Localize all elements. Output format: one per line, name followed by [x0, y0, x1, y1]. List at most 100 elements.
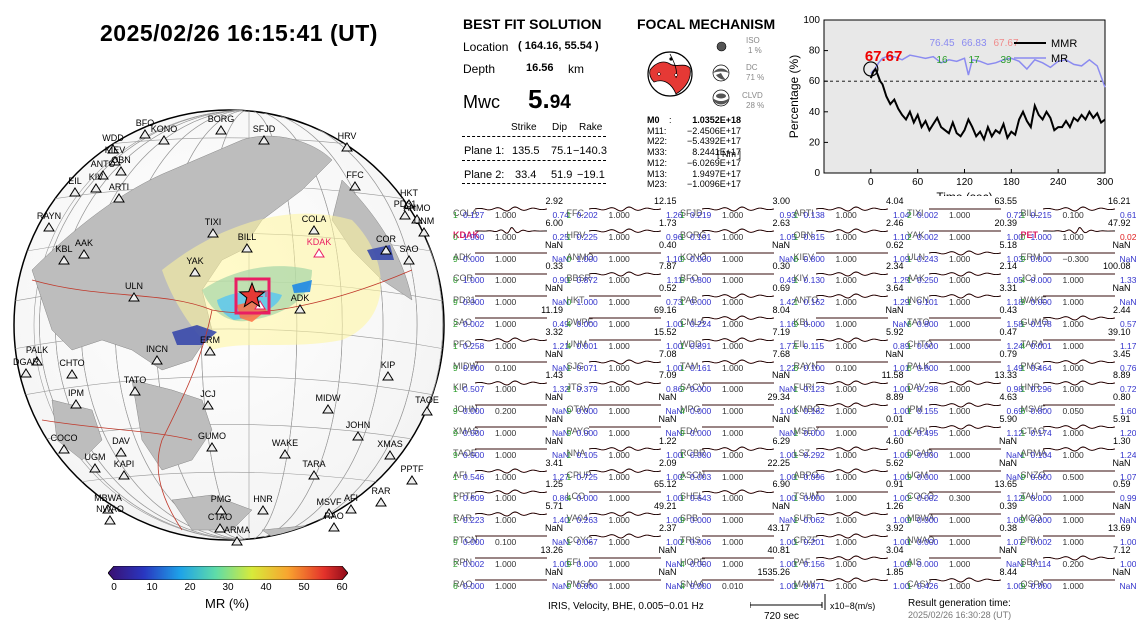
station-cell[interactable]: TAOE NaN 9 0.000 1.000 NaN — [453, 436, 569, 460]
station-cell[interactable]: RAYN NaN 6 0.100 0.100 1.01 — [794, 349, 910, 373]
station-cell[interactable]: RAO NaN 6 0.000 1.000 NaN — [453, 567, 569, 591]
station-cell[interactable]: UNM 15.52 4 0.001 1.000 1.00 — [567, 327, 683, 351]
station-cell[interactable]: PAF 3.04 1 0.156 1.000 1.00 — [794, 545, 910, 569]
station-cell[interactable]: MPG 29.34 4 0.000 1.000 1.00 — [680, 392, 796, 416]
station-cell[interactable]: WDD 7.19 1 0.891 1.000 1.77 — [680, 327, 796, 351]
station-cell[interactable]: ASCN 22.25 2 0.003 1.000 1.00 — [680, 458, 796, 482]
station-cell[interactable]: JOHN NaN 9 0.000 0.200 NaN — [453, 392, 569, 416]
station-cell[interactable]: TAM 7.68 1 0.161 1.000 1.22 — [680, 349, 796, 373]
station-cell[interactable]: ANMO 0.40 0 1.000 1.000 1.10 — [567, 240, 683, 264]
station-cell[interactable]: CRZF 3.92 1 0.201 1.000 1.00 — [794, 523, 910, 547]
station-cell[interactable]: MBWA 0.39 9 0.000 1.000 1.06 — [907, 501, 1023, 525]
station-cell[interactable]: ADK NaN 9 0.000 1.000 NaN — [453, 240, 569, 264]
station-cell[interactable]: PFO 3.32 1 0.258 1.000 1.21 — [453, 327, 569, 351]
station-cell[interactable]: VA04 49.21 1 0.263 1.000 1.00 — [567, 501, 683, 525]
station-cell[interactable]: PAB 0.69 1 0.000 1.000 1.42 — [680, 283, 796, 307]
station-cell[interactable]: SFJD 3.00 1 0.219 1.000 0.93 — [680, 196, 796, 220]
station-cell[interactable]: BBSR 7.87 1 0.872 1.000 1.11 — [567, 261, 683, 285]
station-cell[interactable]: DAV 13.33 1 0.298 1.000 0.98 — [907, 370, 1023, 394]
station-cell[interactable]: RAR 5.71 1 0.223 1.000 1.40 — [453, 501, 569, 525]
station-cell[interactable]: GUMO 2.44 1 0.178 1.000 0.57 — [1021, 305, 1136, 329]
station-cell[interactable]: PAYG NaN 9 0.000 1.000 NaN — [567, 414, 683, 438]
station-cell[interactable]: PET 47.92 0 1.000 1.000 0.02 — [1021, 218, 1136, 242]
station-cell[interactable]: LSZ 4.60 1 0.292 1.000 1.00 — [794, 436, 910, 460]
station-cell[interactable]: DGAR NaN 9 0.000 1.000 NaN — [907, 436, 1023, 460]
station-cell[interactable]: TAU 0.59 9 0.000 1.000 0.99 — [1021, 479, 1136, 503]
station-cell[interactable]: ARTI 4.04 1 0.138 1.000 1.04 — [794, 196, 910, 220]
station-cell[interactable]: EIL 5.92 1 0.115 1.000 0.89 — [794, 327, 910, 351]
station-cell[interactable]: KBL NaN 9 0.000 1.000 NaN — [794, 305, 910, 329]
station-cell[interactable]: JCJ 100.08 4 0.000 1.000 1.33 — [1021, 261, 1136, 285]
station-cell[interactable]: DWPF 69.16 4 0.000 1.000 1.00 — [567, 305, 683, 329]
station-cell[interactable]: FURI 11.58 1 0.123 1.000 1.00 — [794, 370, 910, 394]
station-cell[interactable]: BILL 16.21 1 0.215 0.100 0.61 — [1021, 196, 1136, 220]
station-cell[interactable]: COCO 13.65 2 0.002 0.300 1.12 — [907, 479, 1023, 503]
station-cell[interactable]: BFO 0.30 6 0.800 1.000 0.49 — [680, 261, 796, 285]
station-cell[interactable]: CTAO 5.91 1 0.174 1.000 1.20 — [1021, 414, 1136, 438]
station-cell[interactable]: SHEL 6.90 1 0.643 1.000 1.00 — [680, 479, 796, 503]
station-cell[interactable]: NNA 1.22 1 0.105 1.000 1.00 — [567, 436, 683, 460]
station-cell[interactable]: KAPI 5.90 1 0.495 1.000 1.12 — [907, 414, 1023, 438]
station-cell[interactable]: COR 0.33 0 1.000 1.000 0.90 — [453, 261, 569, 285]
station-cell[interactable]: AIS NaN 9 0.000 1.000 NaN — [907, 545, 1023, 569]
station-cell[interactable]: INCN 3.31 1 0.101 1.000 1.18 — [907, 283, 1023, 307]
station-cell[interactable]: YAK 20.39 2 0.002 1.000 1.00 — [907, 218, 1023, 242]
station-cell[interactable]: COYC 2.37 1 0.067 1.000 1.00 — [567, 523, 683, 547]
station-cell[interactable]: TATO 0.43 6 0.800 1.000 1.58 — [907, 305, 1023, 329]
station-cell[interactable]: PD31 NaN 9 0.000 1.000 NaN — [453, 283, 569, 307]
station-cell[interactable]: UGM NaN 9 0.000 1.000 NaN — [907, 458, 1023, 482]
station-cell[interactable]: JTS 7.09 1 0.379 1.000 0.86 — [567, 370, 683, 394]
station-cell[interactable]: CHTO 0.47 1 0.000 1.000 1.24 — [907, 327, 1023, 351]
station-cell[interactable]: MCQ NaN 9 0.000 1.000 NaN — [1021, 501, 1136, 525]
station-cell[interactable]: FFC 12.15 1 0.202 1.000 1.26 — [567, 196, 683, 220]
station-cell[interactable]: AFI 3.41 1 0.546 1.000 1.27 — [453, 458, 569, 482]
station-cell[interactable]: PMG 3.45 1 0.464 1.000 0.76 — [1021, 349, 1136, 373]
station-cell[interactable]: RPN 13.26 2 0.002 1.000 1.00 — [453, 545, 569, 569]
station-cell[interactable]: MIDW NaN 9 0.000 0.100 NaN — [453, 349, 569, 373]
station-cell[interactable]: CASY 8.44 1 0.426 1.000 1.00 — [907, 567, 1023, 591]
station-cell[interactable]: TSUM 0.91 1 0.000 1.000 1.00 — [794, 479, 910, 503]
station-cell[interactable]: ABPO 5.62 1 0.096 1.000 1.00 — [794, 458, 910, 482]
station-cell[interactable]: SNZO NaN 9 0.000 0.500 1.07 — [1021, 458, 1136, 482]
station-cell[interactable]: KIEV 0.62 6 0.800 1.000 1.09 — [794, 240, 910, 264]
station-cell[interactable]: ULN 5.18 1 0.243 1.000 1.03 — [907, 240, 1023, 264]
station-cell[interactable]: KMBO 8.89 1 0.162 1.000 1.00 — [794, 392, 910, 416]
station-cell[interactable]: HRV 1.73 1 0.225 1.000 0.96 — [567, 218, 683, 242]
station-cell[interactable]: PPTF 1.25 1 0.609 1.000 0.86 — [453, 479, 569, 503]
station-cell[interactable]: ANTO 3.64 1 0.162 1.000 1.29 — [794, 283, 910, 307]
station-cell[interactable]: DRV 13.69 2 0.002 1.000 1.00 — [1021, 523, 1136, 547]
station-cell[interactable]: SUR 1.26 1 0.062 1.000 1.00 — [794, 501, 910, 525]
station-cell[interactable]: AAK 2.14 1 0.250 1.000 1.05 — [907, 261, 1023, 285]
station-cell[interactable]: MAW 1.85 1 0.071 1.000 1.00 — [794, 567, 910, 591]
station-cell[interactable]: ARMA 1.30 1 0.104 1.000 1.24 — [1021, 436, 1136, 460]
station-cell[interactable]: KDAK 6.00 0 1.000 1.000 0.25 — [453, 218, 569, 242]
station-cell[interactable]: CPUP 2.09 1 0.725 1.000 1.00 — [567, 458, 683, 482]
station-cell[interactable]: SAO 11.19 2 0.002 1.000 0.49 — [453, 305, 569, 329]
station-cell[interactable]: NWAO 0.38 1 0.000 1.000 1.07 — [907, 523, 1023, 547]
station-cell[interactable]: HOPE 40.81 4 0.000 1.000 1.00 — [680, 545, 796, 569]
station-cell[interactable]: QSPA NaN 9 0.000 1.000 NaN — [1021, 567, 1136, 591]
station-cell[interactable]: IPM 4.63 1 0.155 1.000 0.69 — [907, 392, 1023, 416]
station-cell[interactable]: MSVF 0.80 6 0.800 0.050 1.60 — [1021, 392, 1136, 416]
station-cell[interactable]: PALK 0.79 6 0.800 1.000 1.49 — [907, 349, 1023, 373]
station-cell[interactable]: HNR 8.89 1 0.296 1.000 0.72 — [1021, 370, 1136, 394]
station-cell[interactable]: CMLA 8.04 1 0.224 1.000 1.16 — [680, 305, 796, 329]
station-cell[interactable]: BORG 2.63 1 0.101 1.000 1.05 — [680, 218, 796, 242]
station-cell[interactable]: TRIS 43.17 2 0.006 1.000 1.00 — [680, 523, 796, 547]
station-cell[interactable]: SPB NaN 9 0.000 1.000 NaN — [680, 501, 796, 525]
station-cell[interactable]: PTCN NaN 9 0.000 0.100 NaN — [453, 523, 569, 547]
station-cell[interactable]: KIP 1.43 1 0.507 1.000 1.32 — [453, 370, 569, 394]
station-cell[interactable]: SJG 7.08 1 0.071 1.000 1.00 — [567, 349, 683, 373]
station-cell[interactable]: TIXI 63.55 2 0.002 1.000 0.72 — [907, 196, 1023, 220]
station-cell[interactable]: OBN 2.46 1 0.315 1.000 1.10 — [794, 218, 910, 242]
station-cell[interactable]: KIV 2.34 1 0.130 1.000 1.25 — [794, 261, 910, 285]
station-cell[interactable]: TARA 39.10 4 0.001 1.000 1.17 — [1021, 327, 1136, 351]
station-cell[interactable]: HKT 0.52 0 1.000 1.000 0.73 — [567, 283, 683, 307]
station-cell[interactable]: OTAV NaN 9 0.000 1.000 NaN — [567, 392, 683, 416]
station-cell[interactable]: LCO 65.12 4 0.000 1.000 1.00 — [567, 479, 683, 503]
station-cell[interactable]: MSEY 0.01 1 0.000 1.000 1.00 — [794, 414, 910, 438]
station-cell[interactable]: SACV NaN 9 0.000 1.000 NaN — [680, 370, 796, 394]
station-cell[interactable]: SNAA 1535.26 4 0.000 0.010 1.00 — [680, 567, 796, 591]
station-cell[interactable]: WAKE NaN 9 0.000 1.000 NaN — [1021, 283, 1136, 307]
station-cell[interactable]: COLA 2.92 1 0.127 1.000 0.74 — [453, 196, 569, 220]
